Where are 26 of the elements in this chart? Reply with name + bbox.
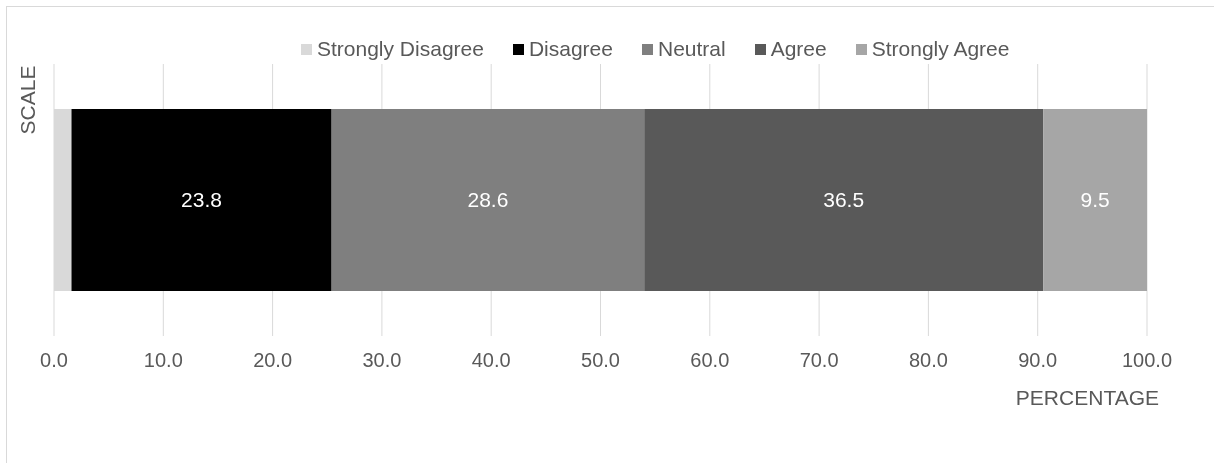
data-label: 36.5 bbox=[823, 188, 865, 212]
x-tick-label: 100.0 bbox=[1121, 349, 1173, 372]
legend-label: Strongly Agree bbox=[871, 37, 1010, 61]
x-tick-label: 80.0 bbox=[908, 349, 948, 372]
y-axis-title: SCALE bbox=[16, 65, 40, 135]
x-tick-label: 40.0 bbox=[471, 349, 511, 372]
legend-label: Disagree bbox=[528, 37, 613, 61]
bar bbox=[1043, 108, 1147, 291]
x-tick-label: 50.0 bbox=[581, 349, 620, 372]
legend-label: Agree bbox=[770, 37, 827, 61]
x-axis-title: PERCENTAGE bbox=[1015, 385, 1159, 409]
x-tick-label: 60.0 bbox=[690, 349, 730, 372]
legend-label: Strongly Disagree bbox=[317, 37, 484, 61]
bar bbox=[331, 108, 645, 291]
x-tick-label: 0.0 bbox=[40, 349, 68, 372]
x-tick-label: 10.0 bbox=[143, 349, 183, 372]
x-tick-label: 30.0 bbox=[362, 349, 402, 372]
x-tick-label: 20.0 bbox=[253, 349, 293, 372]
bar bbox=[644, 108, 1044, 291]
x-tick-label: 90.0 bbox=[1018, 349, 1058, 372]
data-label: 9.5 bbox=[1080, 188, 1110, 212]
data-label: 28.6 bbox=[467, 188, 509, 212]
data-label: 23.8 bbox=[181, 188, 222, 212]
x-tick-label: 70.0 bbox=[799, 349, 839, 372]
bar bbox=[71, 108, 332, 291]
legend-label: Neutral bbox=[657, 37, 726, 61]
